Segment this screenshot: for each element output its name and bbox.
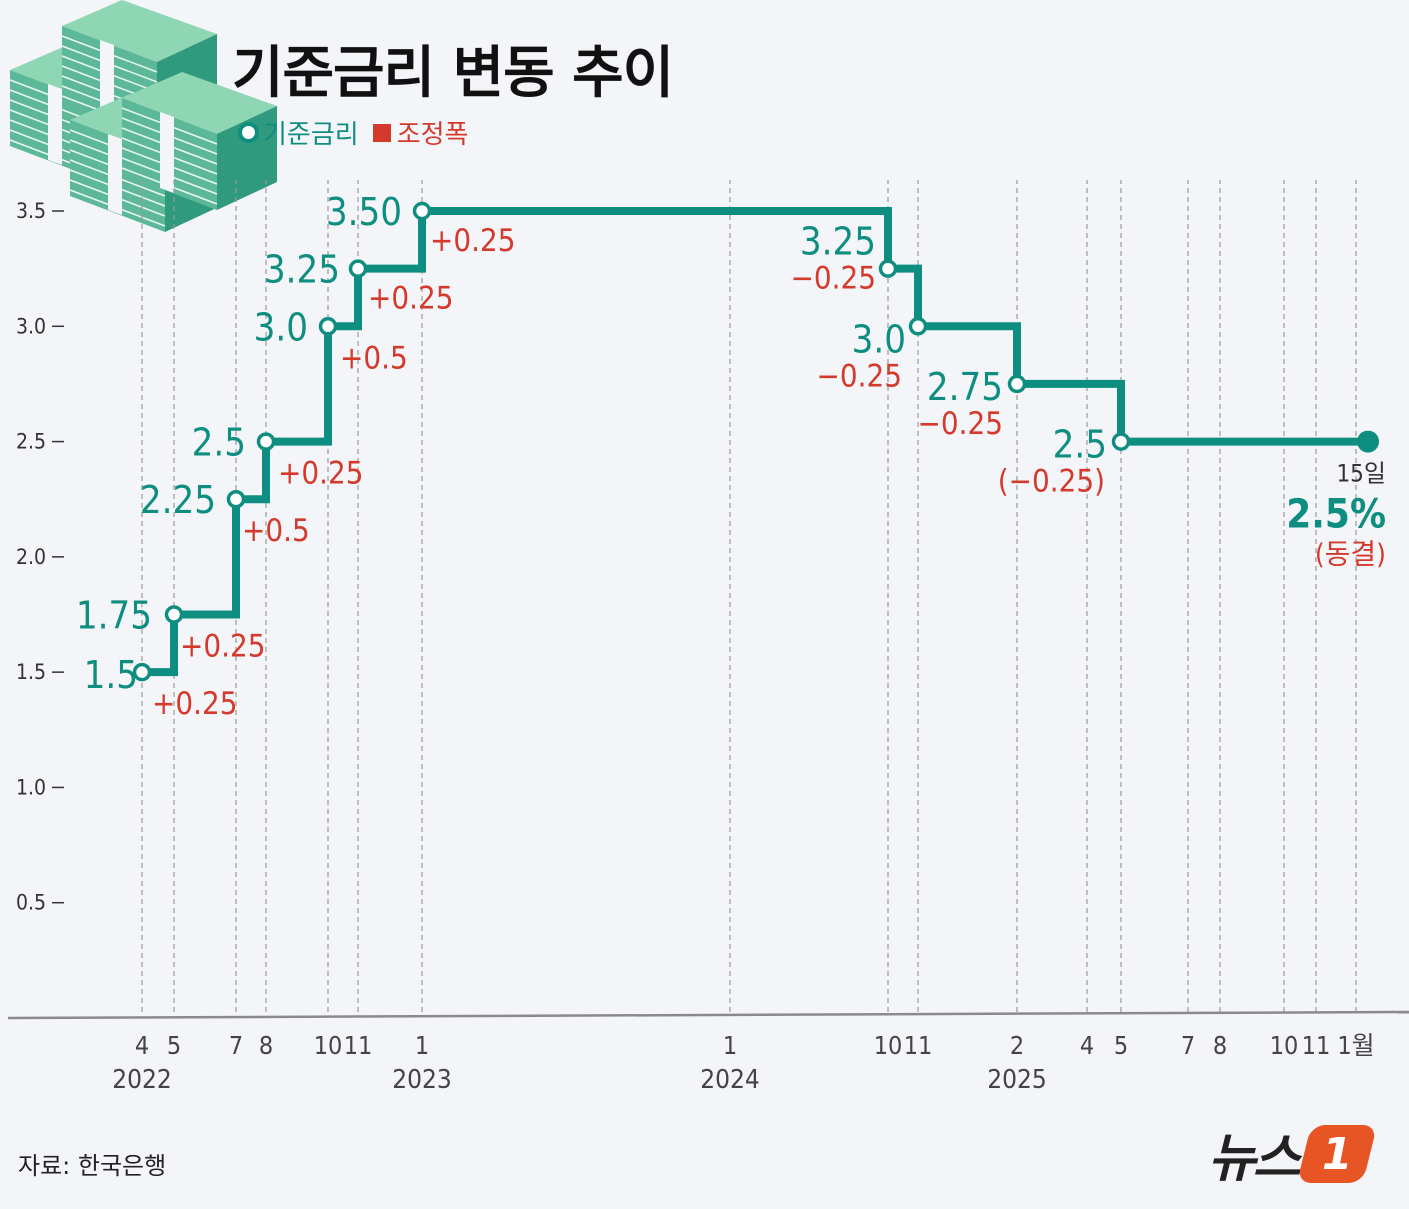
brand-badge: 1 — [1296, 1124, 1377, 1183]
y-tick-label: 3.0 — [16, 314, 46, 338]
y-tick-label: 2.5 — [16, 430, 46, 454]
rate-point — [256, 432, 276, 451]
change-label: +0.25 — [278, 456, 363, 492]
rate-point — [878, 259, 898, 278]
rate-point — [348, 259, 368, 278]
x-tick-label: 8 — [259, 1031, 273, 1060]
x-tick-label: 10 — [874, 1031, 903, 1060]
x-tick-label: 7 — [229, 1031, 243, 1060]
rate-point — [226, 489, 246, 509]
y-tick-label: 2.0 — [16, 545, 46, 569]
money-band — [108, 134, 122, 215]
x-tick-label: 5 — [1114, 1031, 1128, 1060]
change-label: −0.25 — [817, 358, 902, 394]
money-stack-icon — [9, 0, 277, 232]
money-band — [160, 112, 174, 193]
rate-point — [132, 662, 152, 682]
change-label: −0.25 — [791, 261, 876, 297]
rate-label: 3.50 — [326, 190, 402, 234]
x-tick-label: 1 — [415, 1031, 429, 1060]
x-year-label: 2022 — [112, 1065, 172, 1095]
change-label: +0.5 — [340, 340, 408, 376]
rate-step-line — [142, 207, 1368, 677]
rate-point — [412, 201, 432, 221]
rate-label: 2.75 — [927, 365, 1003, 409]
rate-label: 3.0 — [852, 317, 906, 361]
change-label: (−0.25) — [998, 464, 1105, 500]
x-year-label: 2023 — [392, 1065, 452, 1095]
rate-point — [1007, 374, 1027, 394]
money-band — [100, 40, 114, 121]
chart-title: 기준금리 변동 추이 — [232, 41, 674, 106]
x-tick-label: 2 — [1010, 1031, 1024, 1060]
change-label: +0.25 — [430, 223, 515, 259]
brand-text: 뉴스 — [1208, 1129, 1301, 1189]
change-label: −0.25 — [918, 406, 1003, 442]
x-tick-label: 7 — [1181, 1031, 1195, 1060]
x-tick-label: 11 — [344, 1031, 373, 1060]
change-label: +0.25 — [368, 281, 453, 317]
money-band — [48, 84, 62, 165]
x-tick-label: 1 — [723, 1031, 737, 1060]
rate-point — [1111, 432, 1131, 451]
y-tick-label: 3.5 — [16, 199, 46, 223]
y-tick-label: 1.0 — [16, 775, 46, 799]
legend: 기준금리 조정폭 — [238, 114, 468, 151]
change-label: +0.25 — [180, 629, 265, 665]
current-day-label: 15일 — [1336, 460, 1386, 488]
money-stack-side — [217, 106, 277, 210]
rate-label: 3.25 — [800, 220, 876, 264]
rate-label: 3.25 — [264, 248, 340, 292]
change-label: +0.5 — [242, 513, 310, 549]
x-year-label: 2024 — [700, 1065, 760, 1095]
money-stack-top — [62, 0, 217, 62]
change-label: +0.25 — [152, 686, 237, 722]
x-tick-label: 10 — [1270, 1031, 1299, 1060]
y-tick-label: 1.5 — [16, 660, 46, 684]
rate-label: 1.75 — [76, 594, 152, 638]
brand-logo: 뉴스 1 — [1208, 1116, 1377, 1191]
current-note-label: (동결) — [1315, 538, 1386, 571]
x-tick-label: 11 — [904, 1031, 933, 1060]
rate-label: 2.25 — [140, 478, 216, 522]
x-tick-label: 4 — [1080, 1031, 1094, 1060]
rate-legend-marker — [238, 122, 259, 143]
x-tick-label: 4 — [135, 1031, 149, 1060]
x-year-label: 2025 — [987, 1065, 1047, 1095]
rate-label: 2.5 — [192, 421, 246, 465]
money-stack-top — [122, 72, 277, 134]
current-rate-label: 2.5% — [1286, 492, 1386, 538]
change-legend-marker — [372, 123, 391, 142]
x-tick-label: 11 — [1302, 1031, 1331, 1060]
x-tick-label: 1월 — [1337, 1031, 1374, 1060]
x-tick-label: 8 — [1213, 1031, 1227, 1060]
rate-point — [318, 317, 338, 336]
x-tick-label: 10 — [314, 1031, 343, 1060]
x-axis-line — [7, 1010, 1409, 1020]
rate-label: 3.0 — [254, 305, 308, 349]
rate-point — [164, 605, 184, 624]
source-note: 자료: 한국은행 — [18, 1152, 167, 1180]
brand-badge-text: 1 — [1321, 1128, 1352, 1179]
x-tick-label: 5 — [167, 1031, 181, 1060]
change-legend-label: 조정폭 — [396, 120, 469, 150]
y-tick-label: 0.5 — [16, 891, 46, 915]
rate-point-current — [1357, 430, 1379, 453]
rate-point — [908, 317, 928, 336]
rate-label: 2.5 — [1053, 423, 1107, 467]
rate-label: 1.5 — [84, 653, 138, 697]
rate-legend-label: 기준금리 — [263, 120, 359, 150]
